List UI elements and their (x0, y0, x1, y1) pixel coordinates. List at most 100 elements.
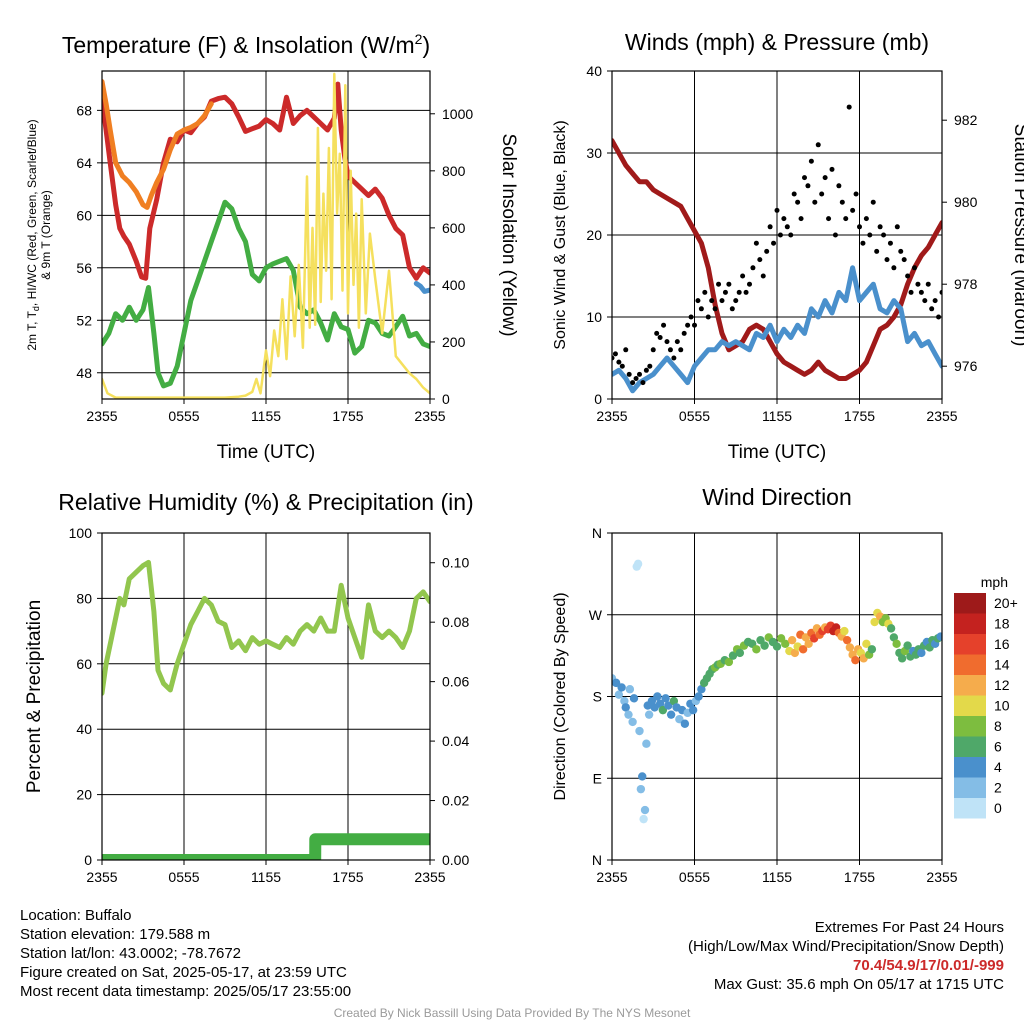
y2-axis-label: Station Pressure (Maroon) (1010, 124, 1024, 347)
gust-point (912, 265, 917, 271)
y-axis-label: Sonic Wind & Gust (Blue, Black) (552, 120, 569, 349)
gust-point (722, 289, 728, 295)
x-tick-label: 1155 (251, 869, 281, 885)
x-tick-label: 2355 (86, 408, 117, 424)
gust-point (894, 224, 900, 230)
x-tick-label: 1155 (762, 408, 792, 424)
y-tick-label: 30 (586, 145, 602, 161)
y-axis-label-line2: & 9m T (Orange) (39, 190, 53, 280)
y2-tick-label: 800 (442, 163, 466, 179)
x-tick-label: 2355 (414, 869, 445, 885)
direction-point (804, 639, 813, 649)
gust-point (688, 314, 694, 320)
gust-point (788, 232, 794, 238)
colorbar-swatch (954, 613, 986, 634)
gust-point (767, 224, 773, 230)
gust-point (692, 322, 697, 328)
gust-point (757, 257, 763, 263)
gust-point (764, 248, 770, 254)
colorbar: mph 20+ 18 16 14 12 10 8 6 4 2 0 (954, 574, 1018, 819)
gust-point (726, 281, 732, 287)
y-axis-label-group: Direction (Colored By Speed) (552, 592, 569, 800)
colorbar-swatch (954, 757, 986, 778)
plot-frame (101, 70, 431, 400)
y-tick-label: W (589, 607, 603, 623)
series-line-sonic-wind (612, 265, 942, 394)
series-line-precipitation (102, 833, 430, 860)
direction-point (666, 710, 676, 719)
gust-point (612, 351, 618, 357)
gust-point (929, 306, 935, 312)
gust-point (908, 289, 914, 295)
gust-point (898, 248, 904, 254)
gust-point (936, 314, 942, 320)
series-line-station-pressure (612, 138, 942, 381)
x-tick-label: 0555 (168, 408, 199, 424)
plot-area (612, 104, 942, 394)
gust-point (850, 207, 856, 213)
colorbar-label: 20+ (994, 595, 1018, 611)
gust-point (719, 298, 725, 304)
direction-point (636, 784, 646, 794)
colorbar-swatch (954, 634, 986, 655)
colorbar-label: 18 (994, 616, 1010, 632)
y-tick-label: 48 (76, 365, 92, 381)
gust-point (619, 363, 625, 369)
gust-point (784, 224, 790, 230)
direction-point (781, 639, 790, 649)
figure-created: Figure created on Sat, 2025-05-17, at 23… (20, 964, 347, 981)
x-tick-label: 1755 (332, 408, 363, 424)
direction-point (642, 739, 651, 748)
series-line-9m-t (102, 79, 214, 210)
x-tick-label: 1155 (251, 408, 281, 424)
y-tick-label: 20 (76, 787, 92, 803)
direction-point (790, 648, 800, 658)
direction-point (617, 683, 626, 692)
colorbar-label: 6 (994, 739, 1002, 755)
colorbar-title: mph (981, 574, 1008, 590)
direction-point (772, 642, 782, 651)
direction-point (639, 814, 648, 824)
y2-tick-label: 980 (954, 194, 978, 210)
gust-point (661, 322, 667, 328)
gust-point (650, 347, 656, 353)
x-tick-label: 1755 (844, 408, 875, 424)
y2-tick-label: 0.04 (442, 733, 469, 749)
gust-point (685, 322, 691, 328)
direction-point (661, 694, 670, 703)
gust-point (918, 289, 924, 295)
y-tick-label: E (593, 770, 602, 786)
gust-point (633, 376, 639, 381)
direction-point (760, 641, 769, 650)
gust-point (922, 298, 928, 304)
y2-tick-label: 976 (954, 358, 978, 374)
plot-area (102, 72, 430, 399)
max-gust: Max Gust: 35.6 mph On 05/17 at 1715 UTC (713, 976, 1004, 993)
y2-tick-label: 0.02 (442, 793, 469, 809)
direction-point (669, 696, 679, 706)
gust-point (791, 191, 797, 197)
gust-point (709, 298, 715, 304)
gust-point (637, 371, 642, 377)
gust-point (863, 216, 869, 222)
colorbar-label: 12 (994, 677, 1010, 693)
gust-point (729, 306, 735, 312)
gust-point (667, 347, 673, 353)
y-tick-label: 52 (76, 312, 92, 328)
gust-point (884, 257, 890, 263)
gust-point (808, 158, 814, 164)
y-tick-label: 40 (76, 721, 92, 737)
series-line-rh (102, 559, 430, 696)
colorbar-swatch (954, 695, 986, 716)
extremes-title: Extremes For Past 24 Hours (814, 919, 1004, 936)
gust-point (616, 359, 622, 365)
direction-point (798, 645, 808, 654)
direction-point (644, 710, 654, 719)
direction-point (752, 645, 761, 654)
gust-point (891, 265, 897, 271)
y2-tick-label: 0.10 (442, 555, 469, 571)
y-tick-label: 60 (76, 207, 92, 223)
series-line-solar-insolation (102, 72, 430, 399)
